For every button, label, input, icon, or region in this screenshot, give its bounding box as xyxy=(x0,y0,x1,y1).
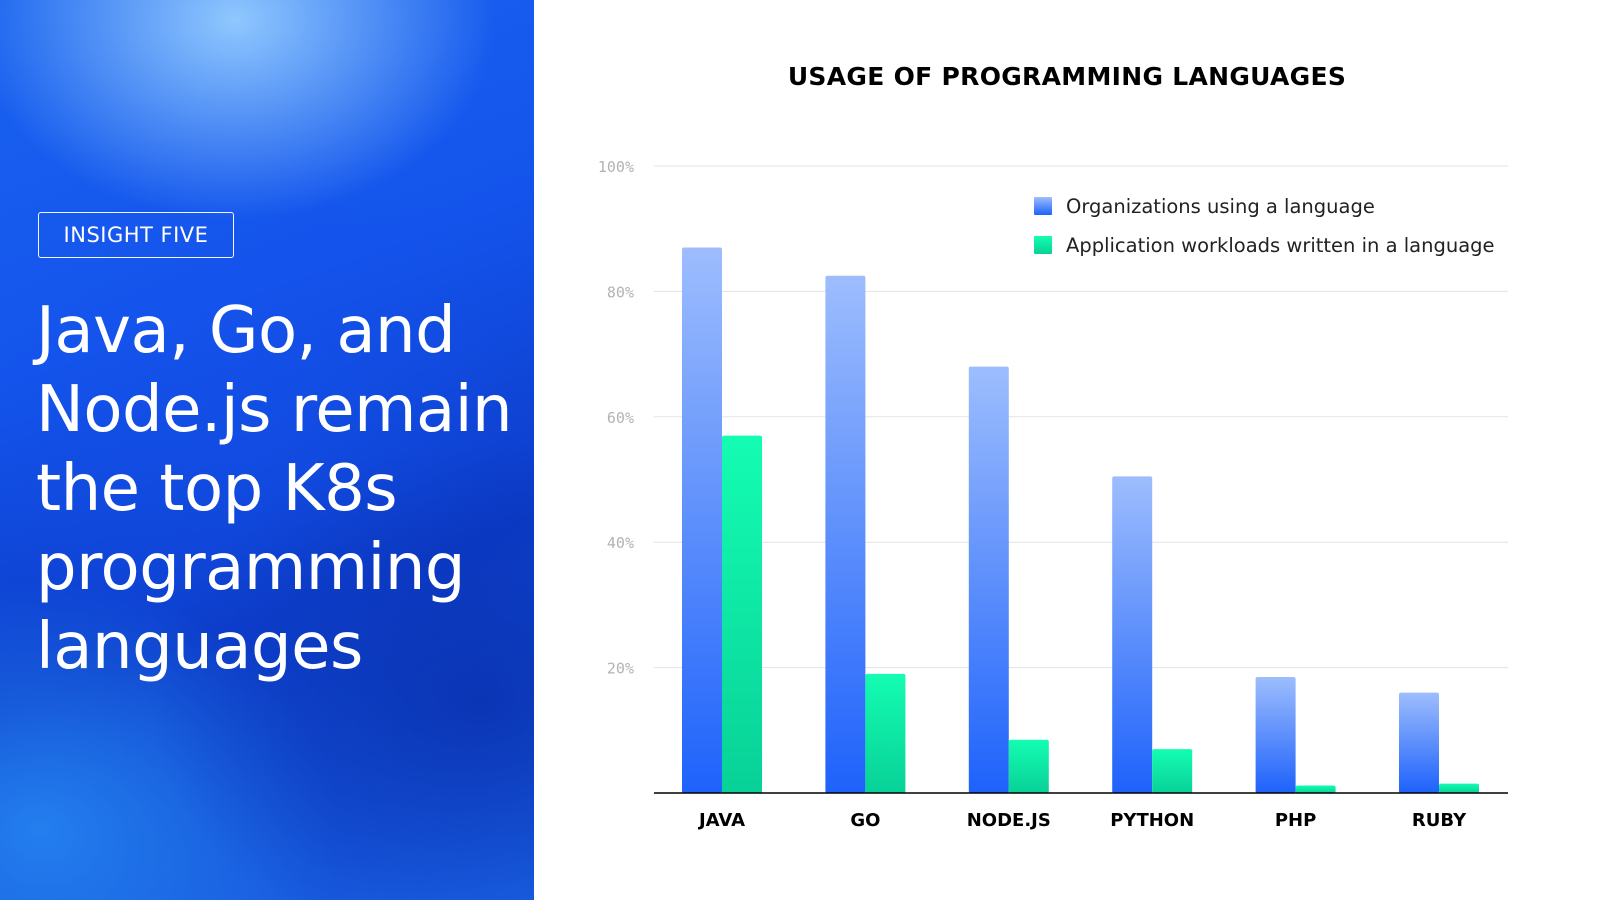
y-tick-label: 40% xyxy=(607,534,634,552)
headline: Java, Go, and Node.js remain the top K8s… xyxy=(36,294,513,684)
y-tick-label: 60% xyxy=(607,409,634,427)
bar-workloads-go xyxy=(865,673,906,793)
bar-organizations-go xyxy=(825,275,866,794)
legend-swatch-organizations xyxy=(1034,197,1052,215)
x-tick-label: NODE.JS xyxy=(967,810,1051,831)
insight-badge: INSIGHT FIVE xyxy=(38,212,234,258)
bar-organizations-node-js xyxy=(968,366,1009,793)
bar-workloads-python xyxy=(1152,749,1193,793)
hero-panel: INSIGHT FIVE Java, Go, and Node.js remai… xyxy=(0,0,534,900)
bar-organizations-php xyxy=(1255,677,1296,793)
chart-panel: USAGE OF PROGRAMMING LANGUAGES 100% 80% 60… xyxy=(534,0,1600,900)
x-tick-label: GO xyxy=(850,810,880,831)
legend-swatch-workloads xyxy=(1034,236,1052,254)
bar-organizations-python xyxy=(1112,476,1153,793)
bar-workloads-node-js xyxy=(1008,739,1049,793)
y-tick-label: 80% xyxy=(607,283,634,301)
x-tick-label: PYTHON xyxy=(1110,810,1194,831)
x-tick-label: JAVA xyxy=(697,810,745,831)
bar-workloads-php xyxy=(1295,785,1336,793)
x-tick-label: RUBY xyxy=(1412,810,1467,831)
y-tick-label: 20% xyxy=(607,660,634,678)
bar-chart: 100% 80% 60% 40% 20% JAVA GO NODE.JS PYTHON PHP RU… xyxy=(598,158,1508,831)
bar-workloads-ruby xyxy=(1439,783,1479,793)
legend-label-organizations: Organizations using a language xyxy=(1066,195,1375,218)
bar-organizations-ruby xyxy=(1399,692,1439,793)
y-tick-label: 100% xyxy=(598,158,634,176)
x-tick-label: PHP xyxy=(1275,810,1316,831)
bar-organizations-java xyxy=(682,247,722,793)
chart-title: USAGE OF PROGRAMMING LANGUAGES xyxy=(787,62,1347,91)
bar-workloads-java xyxy=(722,435,762,793)
legend-label-workloads: Application workloads written in a langu… xyxy=(1066,234,1495,257)
